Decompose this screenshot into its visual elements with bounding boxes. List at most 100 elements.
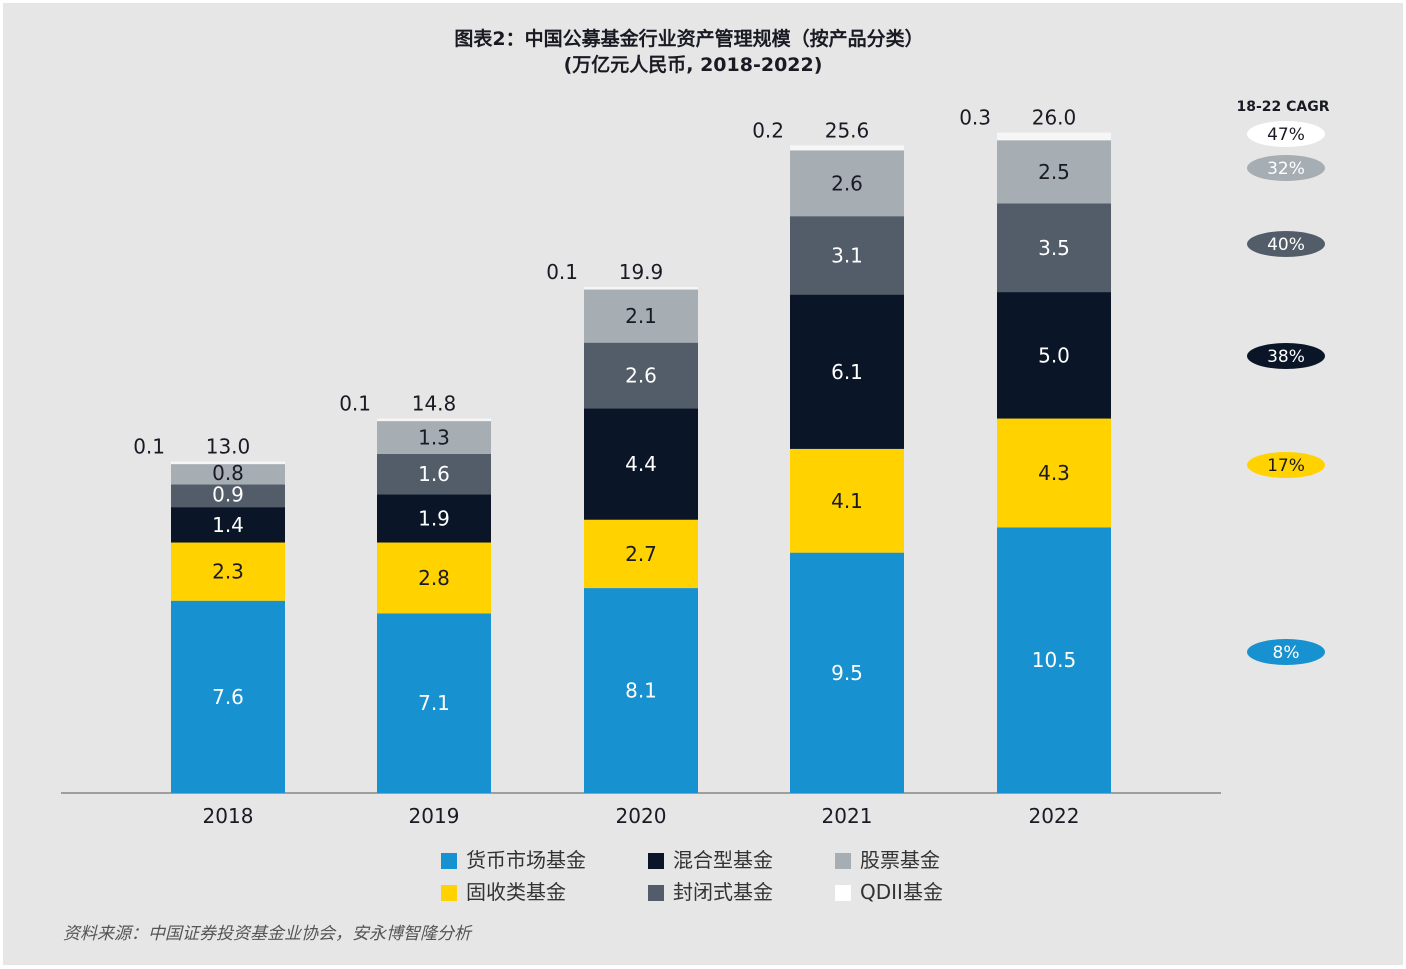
segment-value-label: 7.6 [212,685,244,709]
x-tick-label: 2021 [822,804,873,828]
cagr-value: 17% [1267,456,1305,476]
bar-segment [377,494,491,543]
legend-label: 股票基金 [860,848,940,872]
cagr-header: 18-22 CAGR [1236,99,1329,115]
legend-label: 混合型基金 [673,848,773,872]
cagr-value: 8% [1273,643,1300,663]
segment-value-label: 0.8 [212,461,244,485]
segment-value-label: 6.1 [831,360,863,384]
bar-segment [997,418,1111,528]
cagr-value: 40% [1267,235,1305,255]
qdii-value-label: 0.2 [752,118,784,142]
bar-segment [171,484,285,508]
segment-value-label: 9.5 [831,661,863,685]
x-tick-label: 2022 [1029,804,1080,828]
bar-segment [377,421,491,454]
qdii-value-label: 0.3 [959,106,991,130]
bar-segment [171,542,285,601]
segment-value-label: 1.9 [418,506,450,530]
segment-value-label: 1.6 [418,462,450,486]
bar-segment [377,418,491,422]
segment-value-label: 4.3 [1038,461,1070,485]
segment-value-label: 5.0 [1038,343,1070,367]
bar-segment [790,448,904,553]
bar-segment [584,519,698,589]
segment-value-label: 2.3 [212,560,244,584]
total-label: 14.8 [412,392,457,416]
legend-swatch [648,885,664,901]
cagr-badge [1247,155,1325,181]
total-label: 19.9 [619,260,664,284]
cagr-value: 47% [1267,125,1305,145]
segment-value-label: 3.5 [1038,236,1070,260]
chart-subtitle: (万亿元人民币, 2018-2022) [564,53,823,76]
legend-swatch [835,853,851,869]
source-note: 资料来源：中国证券投资基金业协会，安永博智隆分析 [63,924,473,944]
segment-value-label: 2.6 [831,171,863,195]
cagr-badge [1247,343,1325,369]
segment-value-label: 2.1 [625,304,657,328]
total-label: 13.0 [206,435,251,459]
bar-segment [790,552,904,793]
x-tick-label: 2018 [203,804,254,828]
legend-label: 固收类基金 [466,880,566,904]
bar-segment [171,464,285,485]
legend-swatch [835,885,851,901]
segment-value-label: 1.4 [212,513,244,537]
segment-value-label: 4.1 [831,489,863,513]
total-label: 26.0 [1032,106,1077,130]
bar-segment [171,507,285,543]
bars-group: 7.6 2.3 1.4 0.90.8 0.1 13.0 2018 7.1 2.8 1.9 1.6 1.… [133,106,1111,828]
segment-value-label: 3.1 [831,243,863,267]
segment-value-label: 2.5 [1038,160,1070,184]
bar-segment [584,408,698,520]
qdii-value-label: 0.1 [133,435,165,459]
segment-value-label: 2.7 [625,542,657,566]
chart-panel: 图表2：中国公募基金行业资产管理规模（按产品分类） (万亿元人民币, 2018-… [3,3,1403,965]
legend-swatch [441,885,457,901]
bar-segment [377,542,491,614]
segment-value-label: 2.6 [625,364,657,388]
bar-segment [584,289,698,343]
segment-value-label: 1.3 [418,426,450,450]
bar-segment [790,145,904,151]
cagr-value: 38% [1267,347,1305,367]
bar-segment [584,287,698,290]
segment-value-label: 2.8 [418,566,450,590]
bar-segment [171,461,285,465]
legend-label: QDII基金 [860,880,943,904]
segment-value-label: 4.4 [625,452,657,476]
bar-segment [997,140,1111,204]
bar-segment [997,203,1111,293]
x-tick-label: 2020 [616,804,667,828]
bar-segment [997,132,1111,141]
segment-value-label: 8.1 [625,679,657,703]
segment-value-label: 7.1 [418,691,450,715]
qdii-value-label: 0.1 [339,392,371,416]
legend-swatch [648,853,664,869]
bar-segment [171,600,285,793]
stacked-bar-chart: 图表2：中国公募基金行业资产管理规模（按产品分类） (万亿元人民币, 2018-… [61,27,1330,944]
bar-segment [790,294,904,449]
bar-segment [584,588,698,793]
legend-label: 封闭式基金 [673,880,773,904]
cagr-badge [1247,639,1325,665]
bar-segment [377,613,491,793]
cagr-badge [1247,231,1325,257]
cagr-column: 47% 32% 40% 38% 17% 8% [1247,121,1325,665]
total-label: 25.6 [825,118,870,142]
segment-value-label: 0.9 [212,483,244,507]
legend-swatch [441,853,457,869]
segment-value-label: 10.5 [1032,648,1077,672]
legend-label: 货币市场基金 [466,848,586,872]
bar-segment [584,342,698,409]
bar-segment [790,150,904,217]
cagr-value: 32% [1267,159,1305,179]
chart-title: 图表2：中国公募基金行业资产管理规模（按产品分类） [454,27,923,50]
bar-segment [997,527,1111,793]
bar-segment [997,292,1111,419]
x-tick-label: 2019 [409,804,460,828]
bar-segment [377,453,491,495]
cagr-badge [1247,452,1325,478]
